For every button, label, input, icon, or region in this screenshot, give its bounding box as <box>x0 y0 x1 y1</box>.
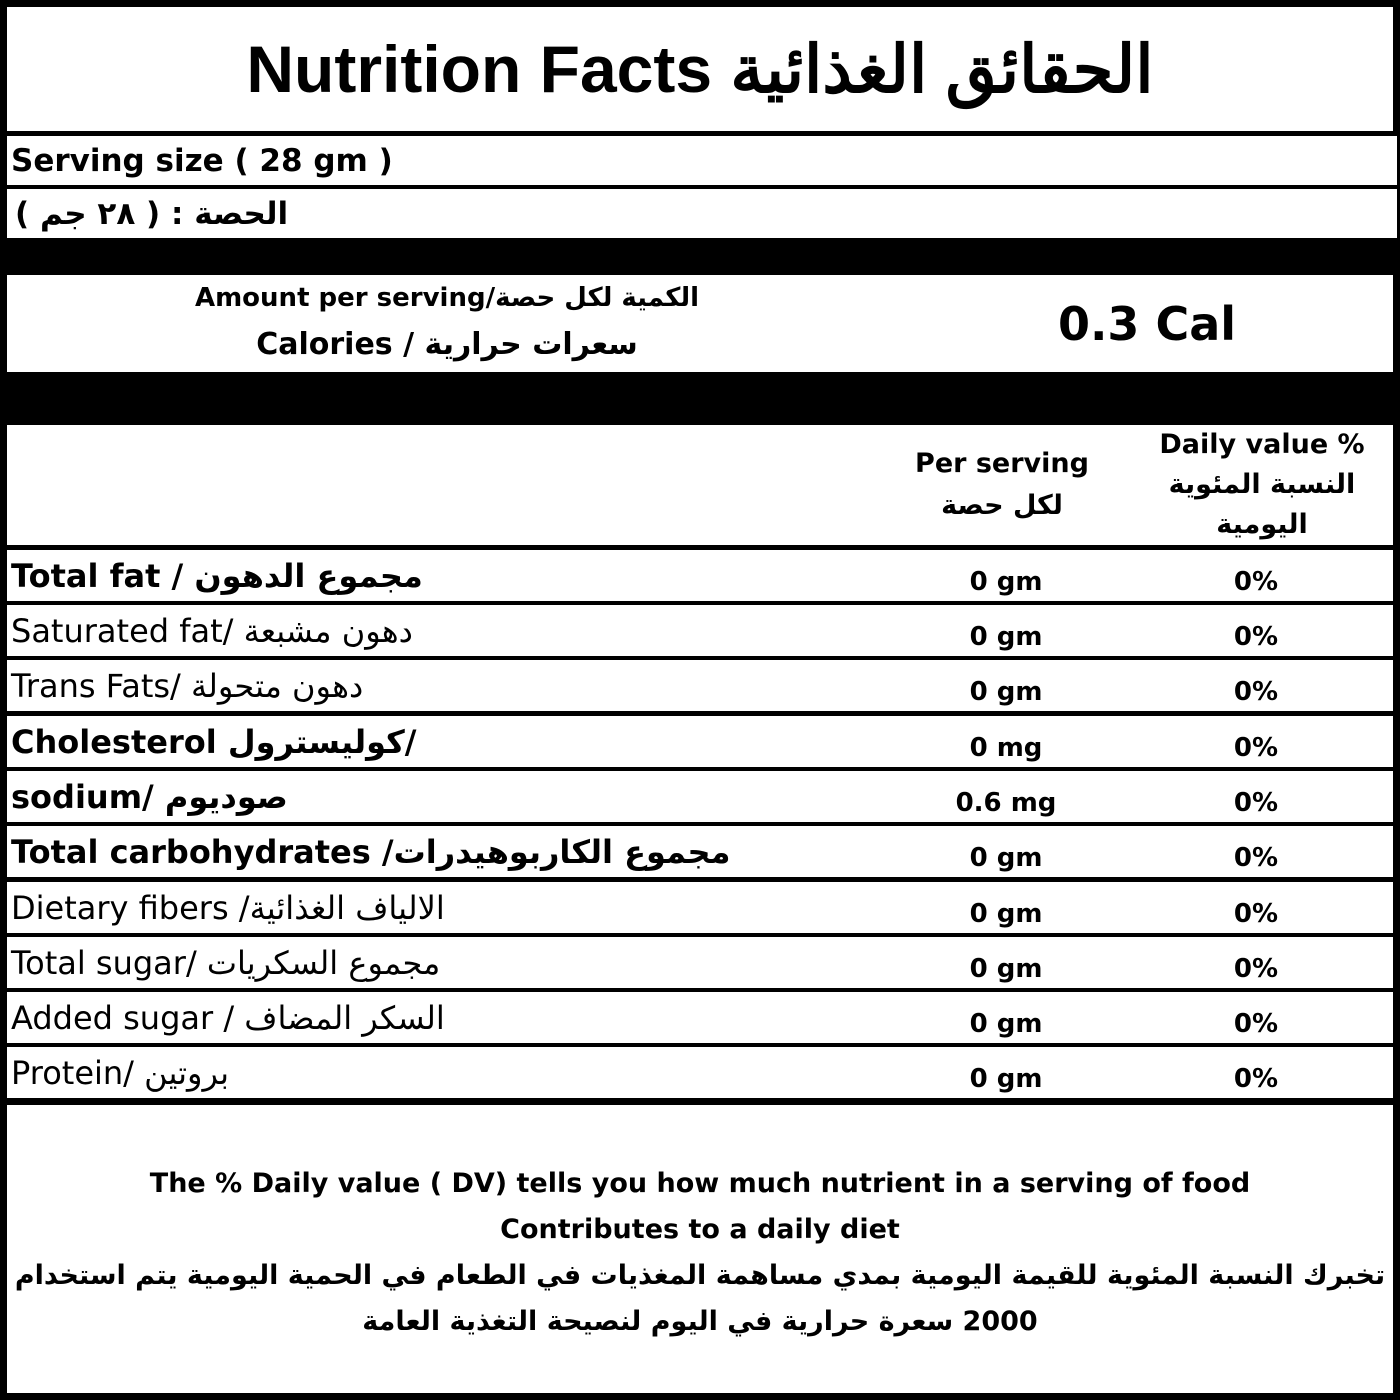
per-serving-en: Per serving <box>915 448 1089 479</box>
nutrient-per-serving: 0 gm <box>969 1008 1043 1039</box>
nutrient-row: Protein/ بروتين 0 gm 0% <box>7 1047 1393 1098</box>
nutrient-name: Dietary fibers /الالياف الغذائية <box>11 888 445 927</box>
nutrient-daily-value: 0% <box>1233 953 1279 984</box>
footer-note: The % Daily value ( DV) tells you how mu… <box>7 1105 1393 1393</box>
nutrient-per-serving: 0 gm <box>969 953 1043 984</box>
nutrient-name: Protein/ بروتين <box>11 1053 230 1092</box>
calories-label: Calories / سعرات حرارية <box>256 327 638 362</box>
nutrient-row: sodium/ صوديوم 0.6 mg 0% <box>7 771 1393 822</box>
footer-ar: تخبرك النسبة المئوية للقيمة اليومية بمدي… <box>7 1253 1393 1345</box>
nutrient-name: Trans Fats/ دهون متحولة <box>11 666 364 705</box>
nutrient-per-serving: 0 gm <box>969 566 1043 597</box>
serving-size-en: Serving size ( 28 gm ) <box>7 136 1397 185</box>
nutrient-name: Saturated fat/ دهون مشبعة <box>11 611 413 650</box>
serving-size-ar: الحصة : ( ٢٨ جم ) <box>7 189 1397 238</box>
nutrient-row: Saturated fat/ دهون مشبعة 0 gm 0% <box>7 605 1393 656</box>
table-header: Per serving لكل حصة Daily value % النسبة… <box>7 425 1393 545</box>
nutrient-per-serving: 0 gm <box>969 676 1043 707</box>
nutrient-row: Total sugar/ مجموع السكريات 0 gm 0% <box>7 937 1393 988</box>
nutrient-daily-value: 0% <box>1233 566 1279 597</box>
nutrient-row: Added sugar / السكر المضاف 0 gm 0% <box>7 992 1393 1043</box>
footer-ar-line2: 2000 سعرة حرارية في اليوم لنصيحة التغذية… <box>362 1306 1038 1337</box>
footer-en-line1: The % Daily value ( DV) tells you how mu… <box>149 1168 1251 1199</box>
daily-value-header: Daily value % النسبة المئوية اليومية <box>1137 425 1387 545</box>
label-title: Nutrition Facts الحقائق الغذائية <box>7 7 1393 131</box>
nutrient-row: Total fat / مجموع الدهون 0 gm 0% <box>7 550 1393 601</box>
nutrient-per-serving: 0 mg <box>969 732 1043 763</box>
footer-en: The % Daily value ( DV) tells you how mu… <box>7 1161 1393 1253</box>
nutrient-name: Added sugar / السكر المضاف <box>11 998 445 1037</box>
nutrient-row: Cholesterol كوليسترول/ 0 mg 0% <box>7 716 1393 767</box>
nutrient-daily-value: 0% <box>1233 898 1279 929</box>
daily-value-ar: النسبة المئوية اليومية <box>1168 469 1356 540</box>
calories-section: Amount per serving/الكمية لكل حصة Calori… <box>7 275 1393 372</box>
nutrient-daily-value: 0% <box>1233 842 1279 873</box>
per-serving-header: Per serving لكل حصة <box>887 443 1117 527</box>
daily-value-en: Daily value % <box>1159 429 1365 460</box>
amount-per-serving-label: Amount per serving/الكمية لكل حصة <box>194 283 700 313</box>
calories-value: 0.3 Cal <box>1057 297 1237 351</box>
nutrient-daily-value: 0% <box>1233 621 1279 652</box>
nutrient-per-serving: 0 gm <box>969 898 1043 929</box>
nutrient-per-serving: 0 gm <box>969 842 1043 873</box>
nutrient-row: Total carbohydrates /مجموع الكاربوهيدرات… <box>7 826 1393 877</box>
per-serving-ar: لكل حصة <box>941 490 1063 521</box>
nutrient-row: Trans Fats/ دهون متحولة 0 gm 0% <box>7 660 1393 711</box>
nutrient-per-serving: 0.6 mg <box>955 787 1057 818</box>
nutrient-name: Total carbohydrates /مجموع الكاربوهيدرات <box>11 832 731 871</box>
nutrient-daily-value: 0% <box>1233 732 1279 763</box>
nutrient-daily-value: 0% <box>1233 1008 1279 1039</box>
nutrient-per-serving: 0 gm <box>969 621 1043 652</box>
nutrient-daily-value: 0% <box>1233 1063 1279 1094</box>
nutrient-name: Total sugar/ مجموع السكريات <box>11 943 441 982</box>
footer-ar-line1: تخبرك النسبة المئوية للقيمة اليومية بمدي… <box>14 1260 1386 1291</box>
nutrient-name: sodium/ صوديوم <box>11 777 288 816</box>
footer-en-line2: Contributes to a daily diet <box>500 1214 900 1245</box>
nutrient-name: Total fat / مجموع الدهون <box>11 556 423 595</box>
nutrient-name: Cholesterol كوليسترول/ <box>11 722 417 761</box>
serving-size-ar-text: الحصة : ( ٢٨ جم ) <box>15 195 289 232</box>
nutrient-daily-value: 0% <box>1233 676 1279 707</box>
nutrient-daily-value: 0% <box>1233 787 1279 818</box>
nutrient-per-serving: 0 gm <box>969 1063 1043 1094</box>
nutrient-row: Dietary fibers /الالياف الغذائية 0 gm 0% <box>7 882 1393 933</box>
